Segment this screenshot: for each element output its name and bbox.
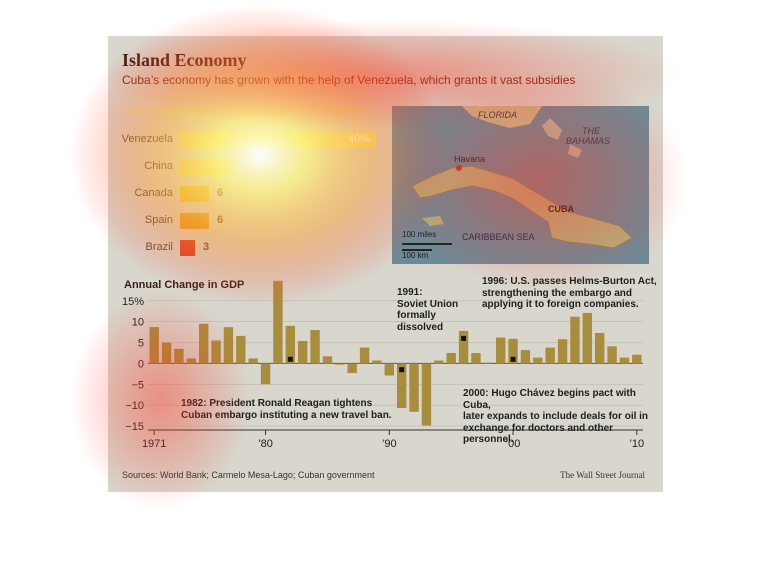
gdp-bar bbox=[483, 362, 494, 364]
gdp-bar bbox=[582, 312, 593, 364]
y-tick-label: −15 bbox=[125, 421, 144, 433]
trade-row-venezuela: Venezuela 40% bbox=[108, 131, 388, 149]
gdp-bar bbox=[260, 363, 271, 385]
gdp-bar bbox=[384, 363, 395, 376]
gdp-bar bbox=[545, 347, 555, 364]
trade-country-label: China bbox=[144, 160, 173, 172]
map-scale-miles: 100 miles bbox=[402, 230, 437, 239]
gdp-bar bbox=[594, 332, 605, 364]
trade-bar bbox=[180, 132, 376, 148]
gdp-bar bbox=[322, 356, 333, 364]
gdp-bar bbox=[446, 353, 456, 364]
x-tick-label: ’90 bbox=[382, 438, 397, 450]
infographic: Island Economy Cuba’s economy has grown … bbox=[108, 36, 663, 492]
gdp-bar bbox=[570, 316, 580, 364]
x-tick-label: ’80 bbox=[258, 438, 273, 450]
publisher-credit: The Wall Street Journal bbox=[560, 470, 645, 480]
gdp-bar bbox=[409, 363, 419, 412]
trade-row-brazil: Brazil 3 bbox=[108, 239, 388, 257]
gdp-bar bbox=[508, 338, 518, 364]
annotation-marker bbox=[461, 335, 467, 341]
trade-bar bbox=[180, 159, 234, 175]
map-label-caribbean-sea: CARIBBEAN SEA bbox=[462, 232, 535, 242]
map-label-bahamas: BAHAMAS bbox=[566, 136, 611, 146]
annotation-1996: 1996: U.S. passes Helms-Burton Act, stre… bbox=[482, 276, 657, 310]
gdp-bar bbox=[632, 354, 642, 364]
gdp-bar bbox=[557, 339, 568, 364]
trade-partners-title: Cuba’s top trading partners, by share of… bbox=[122, 105, 367, 117]
gdp-bar bbox=[421, 363, 432, 426]
trade-value-label: 40% bbox=[348, 133, 371, 145]
gdp-bar bbox=[607, 346, 617, 364]
trade-value-label: 6 bbox=[217, 187, 224, 199]
gdp-bar bbox=[236, 335, 246, 364]
x-tick-label: ’00 bbox=[506, 438, 521, 450]
y-tick-label: −10 bbox=[125, 400, 144, 412]
map-label-havana: Havana bbox=[454, 154, 486, 164]
gdp-bar bbox=[211, 340, 221, 364]
gdp-bar bbox=[533, 357, 543, 364]
gdp-bar bbox=[619, 357, 630, 364]
gdp-bar bbox=[335, 363, 345, 365]
y-tick-label: 10 bbox=[132, 317, 144, 329]
trade-value-label: 6 bbox=[217, 214, 224, 226]
trade-row-canada: Canada 6 bbox=[108, 185, 388, 203]
graphic-title: Island Economy bbox=[122, 50, 247, 70]
gdp-bar bbox=[297, 340, 308, 364]
annotation-2000: 2000: Hugo Chávez begins pact with Cuba,… bbox=[463, 388, 649, 445]
gdp-bar bbox=[434, 360, 444, 364]
sources-note: Sources: World Bank; Carmelo Mesa-Lago; … bbox=[122, 470, 375, 480]
gdp-bar bbox=[495, 337, 506, 364]
gdp-bar bbox=[285, 325, 296, 364]
map-label-florida: FLORIDA bbox=[478, 110, 518, 120]
annotation-1991: 1991: Soviet Union formally dissolved bbox=[397, 287, 459, 333]
gdp-bar bbox=[198, 323, 209, 364]
trade-country-label: Canada bbox=[134, 187, 173, 199]
trade-row-spain: Spain 6 bbox=[108, 212, 388, 230]
x-tick-label: 1971 bbox=[142, 438, 166, 450]
annotation-marker bbox=[510, 356, 516, 362]
trade-value-label: 3 bbox=[203, 241, 210, 253]
trade-bar bbox=[180, 240, 195, 256]
gdp-bar bbox=[223, 327, 234, 364]
cuba-map: FLORIDA THE BAHAMAS Havana CUBA CARIBBEA… bbox=[392, 106, 649, 264]
annotation-1982: 1982: President Ronald Reagan tightens C… bbox=[181, 398, 392, 421]
gdp-bar bbox=[273, 280, 283, 364]
gdp-bar bbox=[458, 330, 469, 364]
x-tick-label: ’10 bbox=[629, 438, 644, 450]
trade-row-china: China bbox=[108, 158, 388, 176]
trade-country-label: Brazil bbox=[145, 241, 173, 253]
trade-country-label: Venezuela bbox=[121, 133, 173, 145]
graphic-subtitle: Cuba’s economy has grown with the help o… bbox=[122, 73, 576, 87]
gdp-bar bbox=[186, 358, 197, 364]
gdp-bar bbox=[347, 363, 357, 374]
y-tick-label: −5 bbox=[131, 379, 144, 391]
annotation-marker bbox=[399, 367, 405, 373]
gdp-bar bbox=[471, 353, 481, 364]
gdp-bar bbox=[174, 348, 184, 364]
trade-country-label: Spain bbox=[144, 214, 173, 226]
y-tick-label: 15% bbox=[122, 296, 144, 308]
trade-bar bbox=[180, 213, 209, 229]
trade-partners-chart: Venezuela 40% China Canada 6 Spain 6 Brazil 3 bbox=[108, 131, 388, 271]
gdp-bar bbox=[310, 330, 320, 364]
gdp-bar bbox=[161, 342, 172, 364]
y-tick-label: 5 bbox=[138, 338, 144, 350]
gdp-bar bbox=[520, 350, 531, 364]
gdp-bar bbox=[372, 360, 382, 364]
y-tick-label: 0 bbox=[138, 358, 144, 370]
annotation-marker bbox=[287, 356, 293, 362]
map-label-the: THE bbox=[582, 126, 600, 136]
gdp-bar bbox=[359, 347, 370, 364]
gdp-bar bbox=[248, 358, 258, 364]
gdp-bar bbox=[396, 363, 407, 409]
map-label-cuba: CUBA bbox=[548, 204, 574, 214]
trade-bar bbox=[180, 186, 209, 202]
map-scale-km: 100 km bbox=[402, 251, 429, 260]
gdp-bar bbox=[149, 327, 159, 364]
